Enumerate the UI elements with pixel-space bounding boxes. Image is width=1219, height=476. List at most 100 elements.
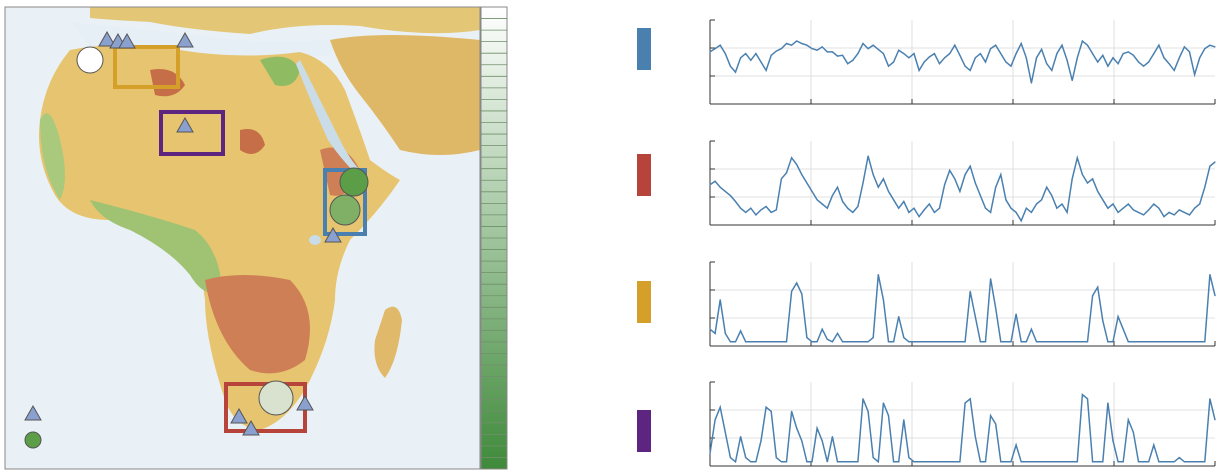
data-point <box>1132 209 1134 211</box>
data-point <box>745 341 747 343</box>
data-point <box>709 51 711 53</box>
data-point <box>806 461 808 463</box>
data-point <box>1010 341 1012 343</box>
data-point <box>852 461 854 463</box>
data-point <box>1086 398 1089 400</box>
data-point <box>729 457 731 459</box>
data-point <box>785 172 788 174</box>
data-point <box>872 337 874 339</box>
data-point <box>1041 341 1043 343</box>
station-triangle-marker <box>324 226 342 243</box>
data-point <box>826 338 828 340</box>
data-point <box>857 461 859 463</box>
data-point <box>944 341 946 343</box>
blue-region-timeseries <box>709 19 1216 105</box>
data-point <box>1107 207 1109 209</box>
data-point <box>1051 195 1053 197</box>
data-point <box>1153 53 1155 55</box>
data-point <box>949 53 951 55</box>
data-point <box>1005 61 1007 63</box>
data-point <box>1158 207 1160 209</box>
data-point <box>791 410 793 412</box>
data-point <box>949 461 951 463</box>
data-point <box>1153 444 1155 446</box>
data-point <box>755 214 757 216</box>
data-point <box>1015 53 1017 55</box>
africa-map-panel <box>4 6 508 470</box>
data-point <box>893 341 895 343</box>
data-point <box>887 415 890 417</box>
red-sea <box>296 60 360 174</box>
data-point <box>862 341 864 343</box>
data-point <box>984 61 987 63</box>
data-point <box>928 56 930 58</box>
data-point <box>709 184 711 186</box>
data-point <box>1168 211 1170 213</box>
data-point <box>1148 61 1150 63</box>
map-area <box>5 7 480 469</box>
data-point <box>775 209 777 211</box>
data-point <box>1046 63 1048 65</box>
purple-region-swatch <box>637 410 651 452</box>
data-point <box>831 195 833 197</box>
europe-landmass <box>90 7 480 34</box>
data-point <box>1035 341 1038 343</box>
data-point <box>954 461 956 463</box>
data-point <box>1056 461 1058 463</box>
data-point <box>740 436 742 438</box>
data-point <box>1117 63 1119 65</box>
data-point <box>1112 440 1114 442</box>
data-point <box>1163 216 1165 218</box>
data-point <box>1209 44 1211 46</box>
data-point <box>1015 444 1017 446</box>
data-point <box>1158 341 1160 343</box>
data-point <box>1168 341 1170 343</box>
data-point <box>1112 341 1114 343</box>
data-point <box>1178 57 1180 59</box>
data-point <box>765 69 767 71</box>
data-point <box>990 278 992 280</box>
data-point <box>1204 48 1206 50</box>
data-point <box>862 42 864 45</box>
data-point <box>903 53 905 55</box>
data-point <box>1163 341 1165 343</box>
data-point <box>857 205 859 208</box>
data-point <box>831 51 833 53</box>
data-point <box>1071 178 1073 180</box>
data-point <box>847 207 849 209</box>
data-point <box>831 341 833 343</box>
data-point <box>734 341 737 343</box>
data-point <box>857 53 859 55</box>
data-point <box>974 436 976 438</box>
data-point <box>770 211 772 213</box>
data-point <box>714 419 716 421</box>
data-point <box>836 461 839 463</box>
series-line <box>709 39 1216 84</box>
series-line <box>709 274 1216 343</box>
data-point <box>1209 274 1211 276</box>
data-point <box>1132 431 1134 433</box>
data-point <box>1158 461 1160 463</box>
data-point <box>836 186 839 188</box>
data-point <box>1214 161 1216 163</box>
data-point <box>887 65 890 67</box>
data-point <box>1015 211 1017 213</box>
data-point <box>1010 461 1012 463</box>
data-point <box>984 207 987 209</box>
data-point <box>984 461 987 463</box>
data-point <box>760 341 762 343</box>
data-point <box>1194 341 1196 343</box>
data-point <box>811 341 813 343</box>
data-point <box>923 341 925 343</box>
data-point <box>821 328 823 330</box>
data-point <box>1214 295 1216 297</box>
data-point <box>847 63 849 65</box>
highland-region-2 <box>240 129 265 154</box>
data-point <box>1097 61 1099 63</box>
data-point <box>882 299 884 301</box>
data-point <box>872 174 874 176</box>
data-point <box>1066 59 1068 61</box>
region-box-blue <box>323 168 367 236</box>
data-point <box>923 461 925 463</box>
data-point <box>1076 57 1078 59</box>
